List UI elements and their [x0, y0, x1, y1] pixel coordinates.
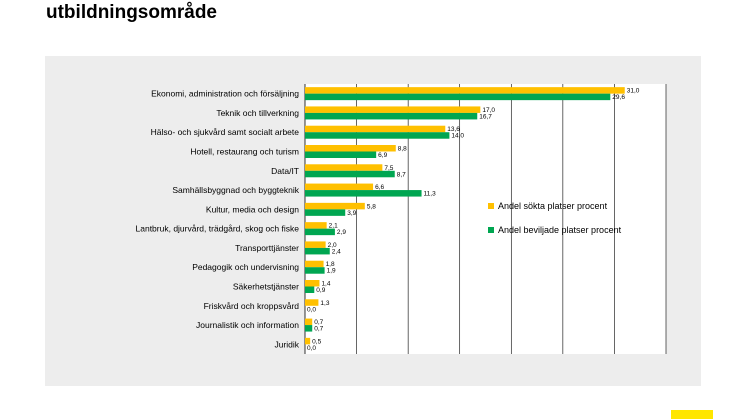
bar-sokta: [305, 241, 326, 248]
bar-sokta: [305, 260, 324, 268]
data-label: 0,0: [307, 306, 316, 313]
bar-sokta: [305, 145, 396, 152]
data-label: 0,9: [316, 287, 325, 294]
data-label: 8,8: [398, 146, 407, 153]
data-label: 0,5: [312, 338, 321, 345]
bar-sokta: [305, 125, 446, 133]
legend-swatch: [488, 203, 494, 209]
bar-beviljade: [305, 325, 313, 332]
bar-sokta: [305, 164, 383, 171]
data-label: 7,5: [384, 165, 393, 172]
bar-sokta: [305, 222, 327, 229]
category-label: Hotell, restaurang och turism: [190, 147, 299, 157]
legend-swatch: [488, 227, 494, 233]
category-label: Ekonomi, administration och försäljning: [151, 89, 299, 99]
category-label: Kultur, media och design: [206, 204, 299, 214]
data-label: 3,9: [347, 210, 356, 217]
bar-beviljade: [305, 93, 611, 101]
category-label: Teknik och tillverkning: [216, 108, 299, 118]
data-label: 0,7: [314, 326, 323, 333]
bar-sokta: [305, 202, 365, 210]
brand-accent-block: [671, 410, 713, 419]
legend-label: Andel sökta platser procent: [498, 201, 608, 211]
data-label: 31,0: [627, 88, 640, 95]
chart-title: utbildningsområde: [46, 2, 217, 23]
bar-beviljade: [305, 112, 478, 120]
bar-beviljade: [305, 228, 335, 236]
bar-beviljade: [305, 247, 330, 255]
bar-sokta: [305, 87, 625, 94]
data-label: 1,9: [327, 268, 336, 275]
bar-sokta: [305, 183, 374, 191]
data-label: 5,8: [367, 203, 376, 210]
plot-area: [305, 84, 666, 354]
bar-beviljade: [305, 151, 377, 158]
category-label: Transporttjänster: [235, 243, 299, 253]
data-label: 0,7: [314, 319, 323, 326]
category-label: Data/IT: [271, 166, 299, 176]
data-label: 1,8: [326, 261, 335, 268]
category-label: Pedagogik och undervisning: [192, 262, 299, 272]
data-label: 2,1: [329, 223, 338, 230]
data-label: 29,6: [612, 94, 625, 101]
category-label: Friskvård och kroppsvård: [204, 301, 300, 311]
data-label: 8,7: [397, 171, 406, 178]
category-label: Samhällsbyggnad och byggteknik: [172, 185, 299, 195]
bar-sokta: [305, 337, 311, 345]
bar-beviljade: [305, 170, 395, 178]
data-label: 17,0: [482, 107, 495, 114]
bar-beviljade: [305, 190, 422, 197]
data-label: 14,0: [451, 133, 464, 140]
data-label: 2,4: [332, 248, 341, 255]
category-label: Journalistik och information: [196, 320, 299, 330]
data-label: 2,9: [337, 229, 346, 236]
category-label: Säkerhetstjänster: [233, 282, 299, 292]
bar-sokta: [305, 318, 313, 326]
bar-sokta: [305, 299, 319, 306]
data-label: 13,6: [447, 126, 460, 133]
category-label: Hälso- och sjukvård samt socialt arbete: [151, 127, 300, 137]
data-label: 6,6: [375, 184, 384, 191]
data-label: 1,4: [321, 281, 330, 288]
bar-sokta: [305, 280, 320, 287]
bar-sokta: [305, 106, 481, 113]
bar-beviljade: [305, 267, 325, 274]
data-label: 1,3: [320, 300, 329, 307]
category-label: Juridik: [274, 339, 299, 349]
data-label: 2,0: [328, 242, 337, 249]
legend-label: Andel beviljade platser procent: [498, 225, 622, 235]
data-label: 6,9: [378, 152, 387, 159]
data-label: 0,0: [307, 345, 316, 352]
bar-beviljade: [305, 132, 450, 139]
data-label: 11,3: [424, 191, 437, 198]
bar-beviljade: [305, 286, 315, 293]
category-label: Lantbruk, djurvård, trädgård, skog och f…: [136, 224, 300, 234]
bar-beviljade: [305, 209, 346, 216]
data-label: 16,7: [479, 113, 492, 120]
